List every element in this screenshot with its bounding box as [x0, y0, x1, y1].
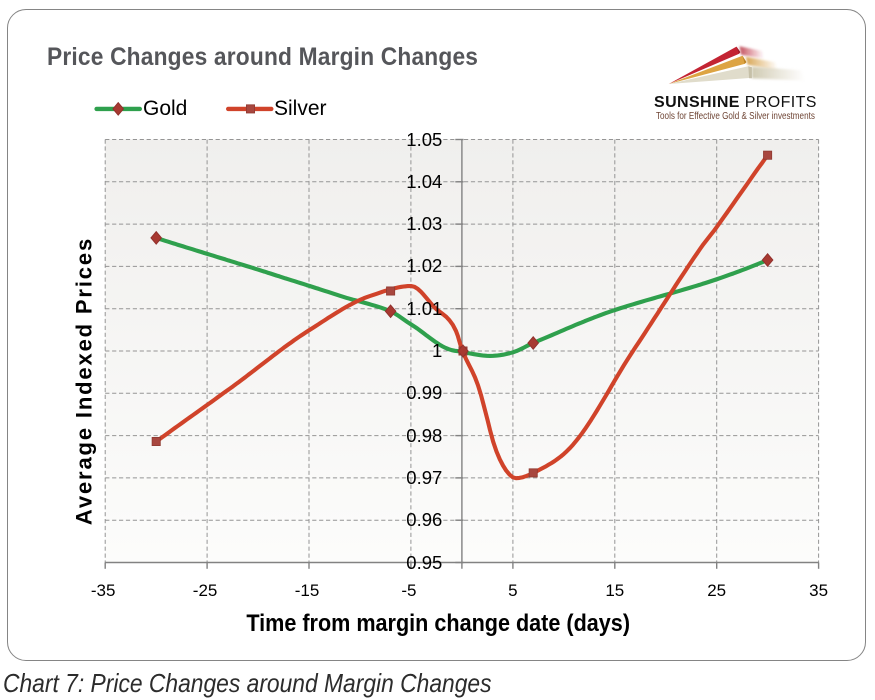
svg-text:Average Indexed Prices: Average Indexed Prices [72, 237, 97, 525]
